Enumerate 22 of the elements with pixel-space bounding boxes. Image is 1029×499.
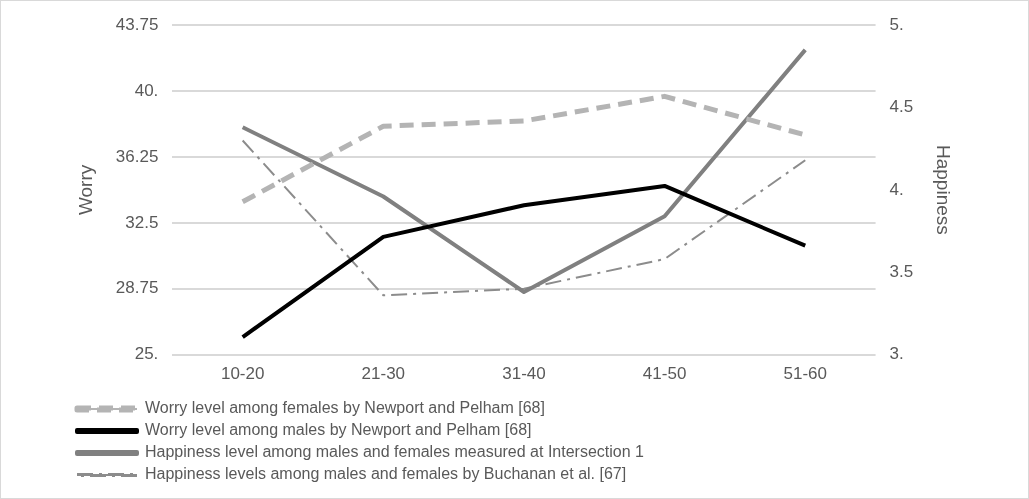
- y2-axis-title: Happiness: [933, 145, 955, 235]
- x-tick-label: 51-60: [783, 364, 827, 384]
- y2-tick-label: 5.: [889, 14, 904, 34]
- legend-label: Happiness level among males and females measured at Intersection 1: [145, 443, 645, 461]
- legend-label: Happiness levels among males and females by Buchanan et al. [67]: [145, 465, 627, 483]
- y2-tick-label: 4.5: [889, 97, 914, 117]
- y-axis-title: Worry: [74, 164, 96, 216]
- x-tick-label: 10-20: [220, 364, 265, 384]
- x-tick-label: 41-50: [642, 364, 687, 384]
- y2-tick-label: 3.: [889, 344, 904, 364]
- y2-tick-label: 3.5: [889, 261, 914, 281]
- y-tick-label: 40.: [134, 80, 159, 100]
- legend-label: Worry level among females by Newport and Pelham [68]: [145, 399, 545, 417]
- x-tick-label: 21-30: [361, 364, 406, 384]
- y-tick-label: 43.75: [115, 14, 159, 34]
- y-tick-label: 25.: [134, 344, 159, 364]
- y-tick-label: 36.25: [115, 146, 159, 166]
- y-tick-label: 32.5: [125, 212, 159, 232]
- legend-label: Worry level among males by Newport and Pelham [68]: [145, 421, 532, 439]
- y-tick-label: 28.75: [115, 278, 159, 298]
- y2-tick-label: 4.: [889, 179, 904, 199]
- x-tick-label: 31-40: [502, 364, 546, 384]
